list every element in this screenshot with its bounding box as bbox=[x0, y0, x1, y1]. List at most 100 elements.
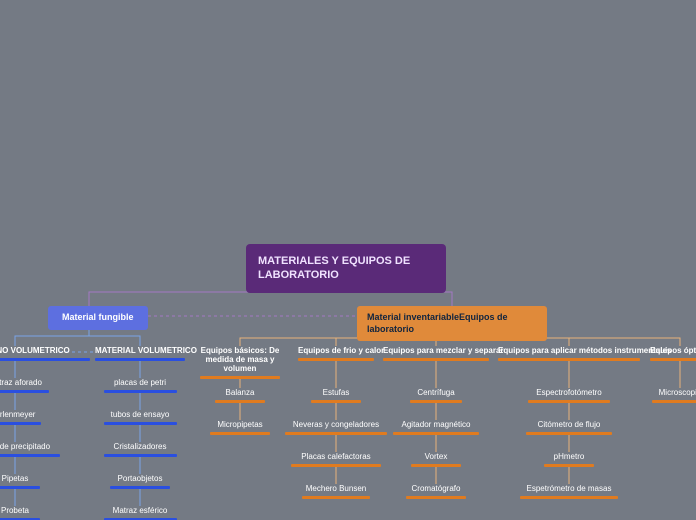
category-node: Equipos para aplicar métodos instrumenta… bbox=[498, 346, 640, 361]
leaf-label: Neveras y congeladores bbox=[285, 420, 387, 429]
leaf-node: Agitador magnético bbox=[393, 420, 479, 435]
leaf-underline bbox=[544, 464, 594, 467]
leaf-label: Probeta bbox=[0, 506, 40, 515]
leaf-node: Estufas bbox=[311, 388, 361, 403]
leaf-label: Cristalizadores bbox=[104, 442, 177, 451]
leaf-node: Neveras y congeladores bbox=[285, 420, 387, 435]
leaf-node: placas de petri bbox=[104, 378, 177, 393]
leaf-underline bbox=[520, 496, 618, 499]
leaf-underline bbox=[104, 422, 177, 425]
leaf-label: Matraz aforado bbox=[0, 378, 49, 387]
leaf-node: Cromatógrafo bbox=[406, 484, 466, 499]
leaf-label: Microscopio bbox=[652, 388, 696, 397]
category-underline bbox=[650, 358, 696, 361]
leaf-underline bbox=[652, 400, 696, 403]
leaf-underline bbox=[210, 432, 270, 435]
branch-inventariable: Material inventariableEquipos de laborat… bbox=[357, 306, 547, 341]
leaf-node: Matraz esférico bbox=[104, 506, 177, 520]
leaf-underline bbox=[110, 486, 170, 489]
category-underline bbox=[0, 358, 90, 361]
root-title: MATERIALES Y EQUIPOS DE LABORATORIO bbox=[258, 255, 410, 281]
leaf-underline bbox=[215, 400, 265, 403]
leaf-label: Placas calefactoras bbox=[291, 452, 381, 461]
category-underline bbox=[298, 358, 374, 361]
leaf-node: Espetrómetro de masas bbox=[520, 484, 618, 499]
leaf-node: pHmetro bbox=[544, 452, 594, 467]
category-node: Equipos para mezclar y separar bbox=[383, 346, 489, 361]
leaf-node: tubos de ensayo bbox=[104, 410, 177, 425]
leaf-node: Espectrofotómetro bbox=[528, 388, 609, 403]
branch-fungible-label: Material fungible bbox=[62, 312, 134, 322]
leaf-node: Citómetro de flujo bbox=[526, 420, 612, 435]
category-label: ATERIAL NO VOLUMETRICO bbox=[0, 346, 90, 355]
branch-inventariable-label: Material inventariableEquipos de laborat… bbox=[367, 312, 508, 334]
leaf-underline bbox=[0, 390, 49, 393]
leaf-underline bbox=[291, 464, 381, 467]
category-node: ATERIAL NO VOLUMETRICO bbox=[0, 346, 90, 361]
leaf-label: Vortex bbox=[411, 452, 461, 461]
category-underline bbox=[383, 358, 489, 361]
leaf-node: Cristalizadores bbox=[104, 442, 177, 457]
category-underline bbox=[498, 358, 640, 361]
leaf-node: Vortex bbox=[411, 452, 461, 467]
leaf-label: Citómetro de flujo bbox=[526, 420, 612, 429]
category-label: Equipos para aplicar métodos instrumenta… bbox=[498, 346, 640, 355]
leaf-underline bbox=[411, 464, 461, 467]
leaf-label: Centrífuga bbox=[410, 388, 462, 397]
leaf-underline bbox=[104, 454, 177, 457]
leaf-underline bbox=[0, 422, 41, 425]
leaf-label: Matraz esférico bbox=[104, 506, 177, 515]
leaf-underline bbox=[393, 432, 479, 435]
category-underline bbox=[95, 358, 185, 361]
leaf-node: Erlenmeyer bbox=[0, 410, 41, 425]
leaf-node: Placas calefactoras bbox=[291, 452, 381, 467]
leaf-label: Agitador magnético bbox=[393, 420, 479, 429]
leaf-label: Micropipetas bbox=[210, 420, 270, 429]
leaf-label: tubos de ensayo bbox=[104, 410, 177, 419]
category-node: Equipos básicos: De medida de masa y vol… bbox=[200, 346, 280, 379]
leaf-label: Balanza bbox=[215, 388, 265, 397]
leaf-label: pHmetro bbox=[544, 452, 594, 461]
leaf-label: Estufas bbox=[311, 388, 361, 397]
leaf-node: Microscopio bbox=[652, 388, 696, 403]
root-node: MATERIALES Y EQUIPOS DE LABORATORIO bbox=[246, 244, 446, 293]
category-label: MATERIAL VOLUMETRICO bbox=[95, 346, 185, 355]
category-node: Equipos de frio y calor bbox=[298, 346, 374, 361]
leaf-label: Cromatógrafo bbox=[406, 484, 466, 493]
leaf-node: Micropipetas bbox=[210, 420, 270, 435]
leaf-label: Pipetas bbox=[0, 474, 40, 483]
category-label: Equipos básicos: De medida de masa y vol… bbox=[200, 346, 280, 373]
leaf-label: Vaso de precipitado bbox=[0, 442, 60, 451]
leaf-underline bbox=[410, 400, 462, 403]
leaf-underline bbox=[311, 400, 361, 403]
leaf-underline bbox=[0, 454, 60, 457]
category-label: Equipos de frio y calor bbox=[298, 346, 374, 355]
leaf-node: Mechero Bunsen bbox=[302, 484, 371, 499]
leaf-label: Mechero Bunsen bbox=[302, 484, 371, 493]
leaf-underline bbox=[528, 400, 609, 403]
leaf-label: Espetrómetro de masas bbox=[520, 484, 618, 493]
category-underline bbox=[200, 376, 280, 379]
leaf-underline bbox=[302, 496, 371, 499]
leaf-label: Erlenmeyer bbox=[0, 410, 41, 419]
leaf-node: Probeta bbox=[0, 506, 40, 520]
leaf-label: Espectrofotómetro bbox=[528, 388, 609, 397]
leaf-node: Balanza bbox=[215, 388, 265, 403]
leaf-node: Centrífuga bbox=[410, 388, 462, 403]
leaf-underline bbox=[406, 496, 466, 499]
leaf-underline bbox=[104, 390, 177, 393]
category-label: Equipos ópticos bbox=[650, 346, 696, 355]
leaf-label: Portaobjetos bbox=[110, 474, 170, 483]
category-node: Equipos ópticos bbox=[650, 346, 696, 361]
leaf-node: Portaobjetos bbox=[110, 474, 170, 489]
branch-fungible: Material fungible bbox=[48, 306, 148, 330]
leaf-node: Pipetas bbox=[0, 474, 40, 489]
leaf-underline bbox=[285, 432, 387, 435]
leaf-underline bbox=[526, 432, 612, 435]
leaf-node: Vaso de precipitado bbox=[0, 442, 60, 457]
category-node: MATERIAL VOLUMETRICO bbox=[95, 346, 185, 361]
leaf-underline bbox=[0, 486, 40, 489]
leaf-node: Matraz aforado bbox=[0, 378, 49, 393]
category-label: Equipos para mezclar y separar bbox=[383, 346, 489, 355]
leaf-label: placas de petri bbox=[104, 378, 177, 387]
